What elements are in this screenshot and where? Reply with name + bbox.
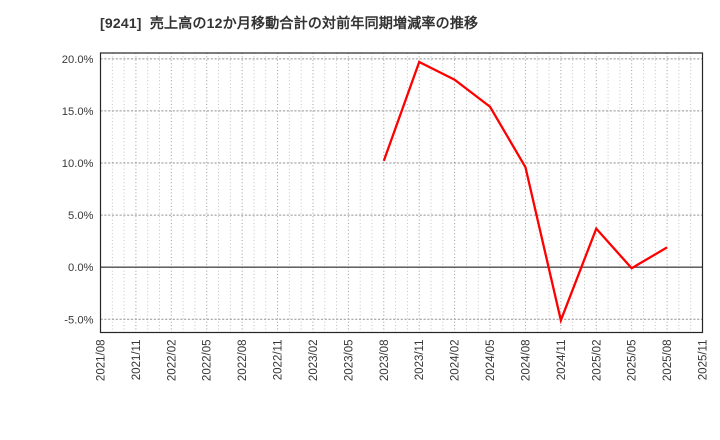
x-tick-label: 2023/11 [414, 340, 426, 381]
x-tick-label: 2024/02 [450, 340, 462, 382]
x-tick-label: 2025/05 [627, 340, 639, 382]
x-tick-label: 2025/11 [698, 340, 710, 381]
x-tick-label: 2023/05 [343, 340, 355, 382]
x-tick-label: 2021/11 [131, 340, 143, 381]
x-tick-label: 2024/08 [520, 340, 532, 382]
x-tick-label: 2024/11 [556, 340, 568, 381]
y-tick-label: 0.0% [68, 262, 94, 274]
y-tick-label: 5.0% [68, 210, 94, 222]
y-tick-label: -5.0% [64, 314, 93, 326]
chart-title: [9241] 売上高の12か月移動合計の対前年同期増減率の推移 [100, 15, 479, 31]
y-tick-label: 10.0% [62, 158, 94, 170]
x-tick-label: 2024/05 [485, 340, 497, 382]
x-tick-label: 2021/08 [96, 340, 108, 382]
x-tick-label: 2022/11 [273, 340, 285, 381]
x-tick-label: 2022/02 [166, 340, 178, 382]
x-tick-label: 2025/02 [591, 340, 603, 382]
growth-rate-line [382, 60, 668, 325]
plot-border [99, 52, 704, 334]
y-tick-label: 20.0% [62, 54, 94, 66]
x-tick-label: 2022/05 [202, 340, 214, 382]
x-tick-label: 2022/08 [237, 340, 249, 382]
x-tick-label: 2025/08 [662, 340, 674, 382]
y-tick-label: 15.0% [62, 106, 94, 118]
x-tick-label: 2023/02 [308, 340, 320, 382]
x-tick-label: 2023/08 [379, 340, 391, 382]
